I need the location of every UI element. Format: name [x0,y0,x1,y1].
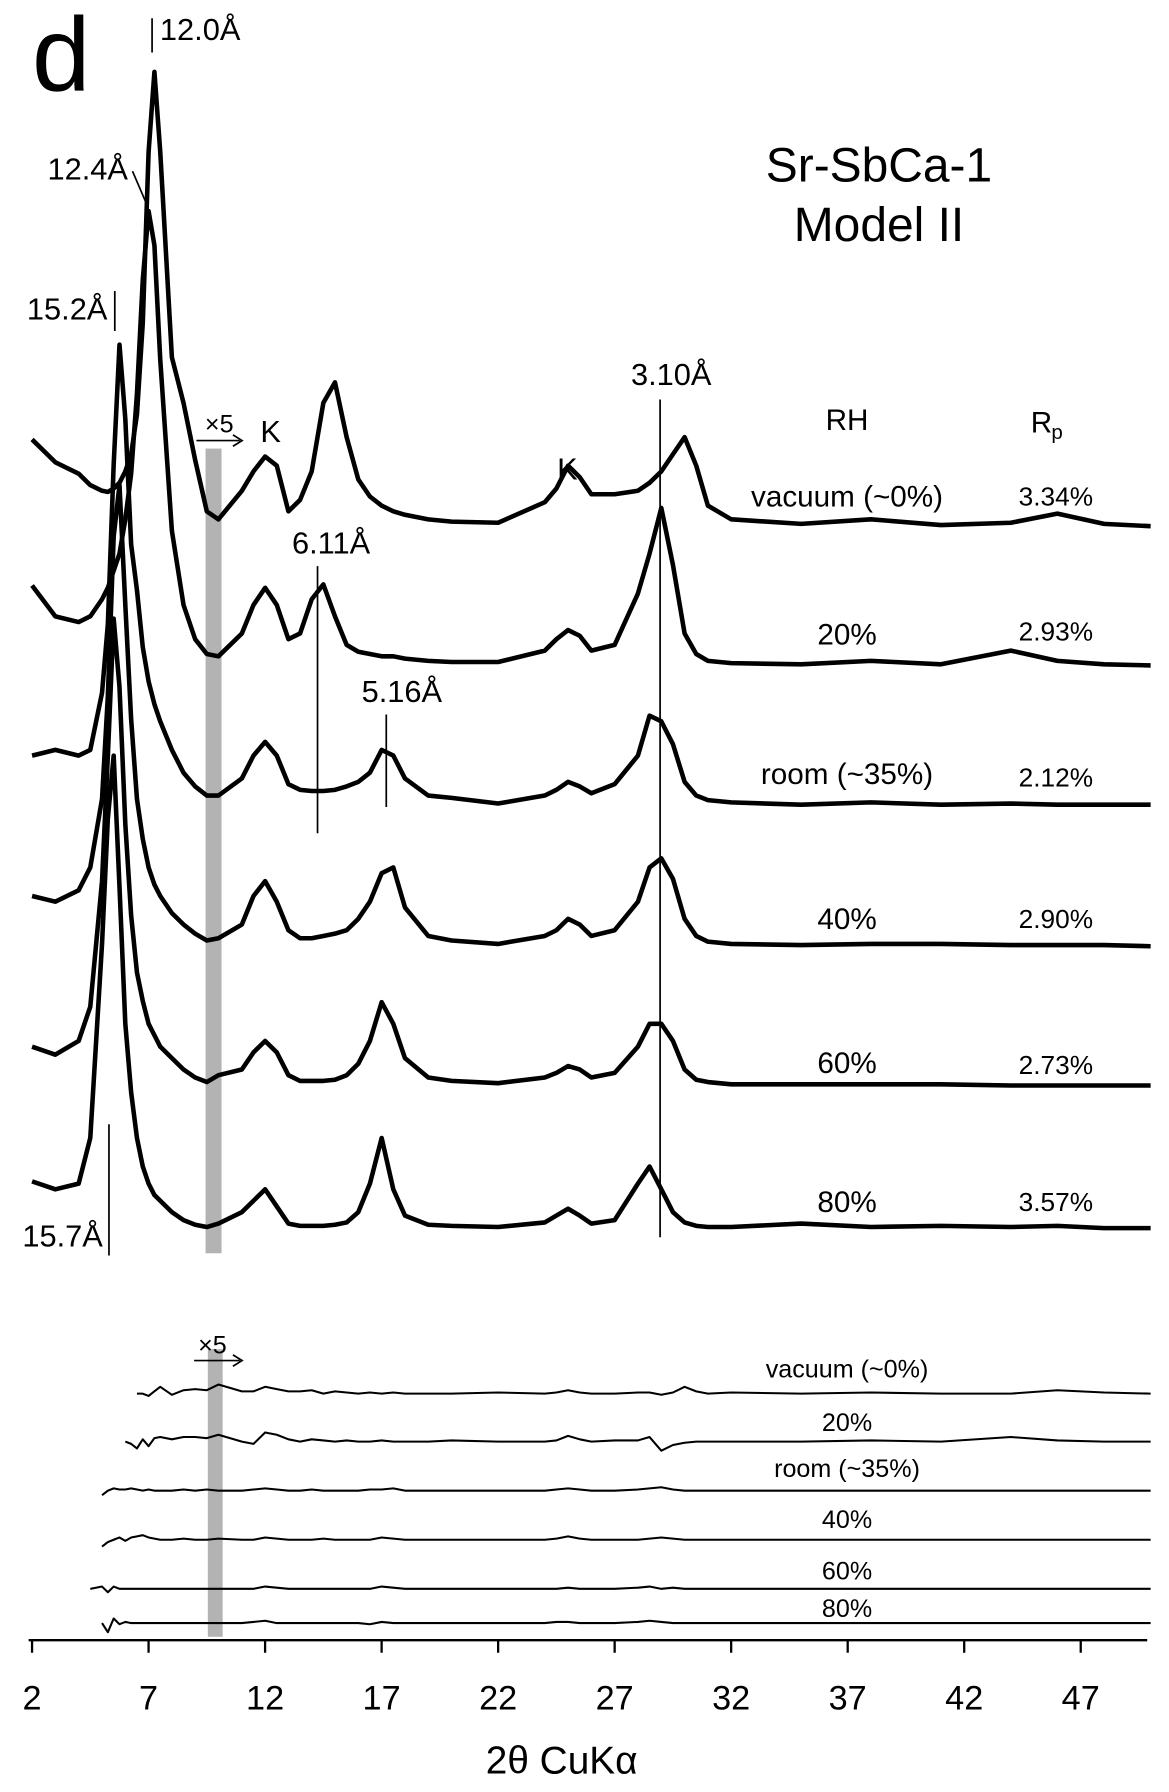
rp-label: 2.90% [1019,904,1093,934]
difference-label: vacuum (~0%) [766,1355,929,1383]
zoom-arrow-head [232,1354,244,1367]
series-label: 20% [817,619,876,652]
reference-line [131,170,148,204]
zoom-label: ×5 [198,1331,227,1359]
x-tick-label: 2 [23,1680,42,1718]
panel-label: d [32,0,90,114]
annotation: 15.7Å [22,1219,103,1254]
difference-label: 40% [822,1506,872,1534]
annotation: 12.4Å [47,151,128,186]
annotation: 5.16Å [362,674,443,709]
x-tick-label: 7 [139,1680,158,1718]
xrd-pattern [31,753,1151,1231]
rp-label: 3.34% [1019,482,1093,512]
annotation: 12.0Å [160,12,241,47]
zoom-arrow-head [232,434,244,448]
x-axis-label: 2θ CuKα [486,1740,638,1783]
difference-label: 20% [822,1409,872,1437]
x-tick-label: 22 [479,1680,517,1718]
x-tick-label: 42 [945,1680,983,1718]
x-tick-label: 12 [246,1680,284,1718]
x-tick-label: 32 [712,1680,750,1718]
chart-title: Sr-SbCa-1 [766,140,992,193]
series-label: 60% [817,1047,876,1080]
annotation: 6.11Å [292,526,371,561]
zoom-bar [205,448,222,1254]
series-label: 40% [817,903,876,936]
difference-curve [101,1534,1151,1548]
difference-curve [90,1585,1151,1594]
rp-header: R [1031,406,1052,439]
annotation: 3.10Å [631,357,712,392]
difference-label: 80% [822,1595,872,1623]
peak-label: K [260,414,281,449]
zoom-bar [207,1349,223,1637]
rp-label: 2.73% [1019,1050,1093,1080]
x-tick-label: 37 [829,1680,867,1718]
annotation: 15.2Å [27,292,108,327]
series-label: 80% [817,1186,876,1219]
difference-curve [124,1431,1151,1452]
rp-label: 2.12% [1019,763,1093,793]
chart-subtitle: Model II [794,199,964,252]
difference-curve [136,1383,1151,1397]
xrd-pattern [31,616,1151,1088]
rp-label: 2.93% [1019,616,1093,646]
series-label: room (~35%) [761,758,933,791]
x-tick-label: 17 [363,1680,401,1718]
difference-label: 60% [822,1557,872,1585]
rp-header-subscript: p [1051,421,1062,444]
difference-label: room (~35%) [774,1455,920,1483]
x-tick-label: 27 [596,1680,634,1718]
rp-label: 3.57% [1019,1187,1093,1217]
x-tick-label: 47 [1062,1680,1100,1718]
series-label: vacuum (~0%) [751,481,943,514]
xrd-pattern [31,342,1151,807]
rh-header: RH [826,404,869,437]
xrd-pattern [31,482,1151,949]
zoom-label: ×5 [205,410,234,438]
difference-curve [101,1486,1151,1497]
xrd-pattern [30,208,1151,668]
difference-curve [101,1617,1151,1634]
